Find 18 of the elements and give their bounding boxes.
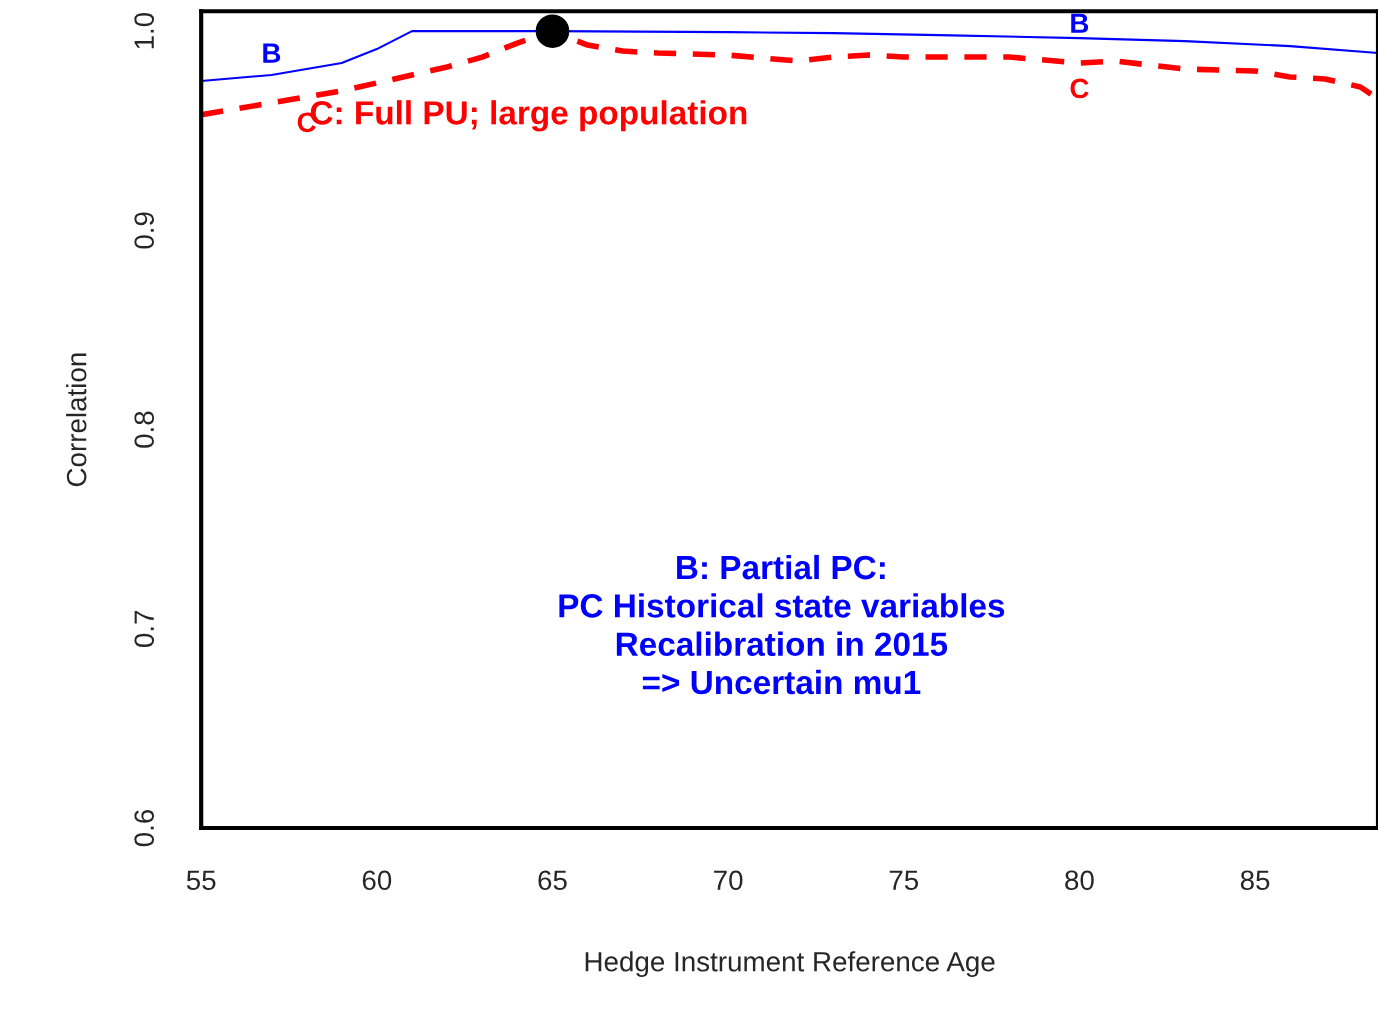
series-label: B (1071, 13, 1089, 33)
x-tick-label: 55 (186, 870, 216, 891)
y-tick-label: 0.9 (134, 212, 155, 249)
y-tick-label: 0.8 (134, 411, 155, 448)
x-tick-label: 60 (362, 870, 392, 891)
x-tick-label: 70 (714, 870, 743, 891)
x-tick-label: 75 (889, 870, 919, 891)
y-tick-label: 0.6 (134, 809, 155, 847)
y-axis-title: Correlation (66, 353, 87, 487)
x-tick-label: 85 (1240, 870, 1270, 891)
x-tick-label: 80 (1065, 870, 1094, 891)
x-axis-title: Hedge Instrument Reference Age (585, 951, 995, 978)
x-tick-label: 65 (538, 870, 567, 891)
text: C (1070, 78, 1089, 99)
text: B (263, 43, 281, 63)
y-tick-label: 0.7 (134, 610, 155, 648)
y-tick-label: 1.0 (134, 12, 155, 49)
annotation: B: Partial PC: PC Historical state variables Recalibration in 2015 => Uncertain mu1 (559, 554, 1005, 695)
